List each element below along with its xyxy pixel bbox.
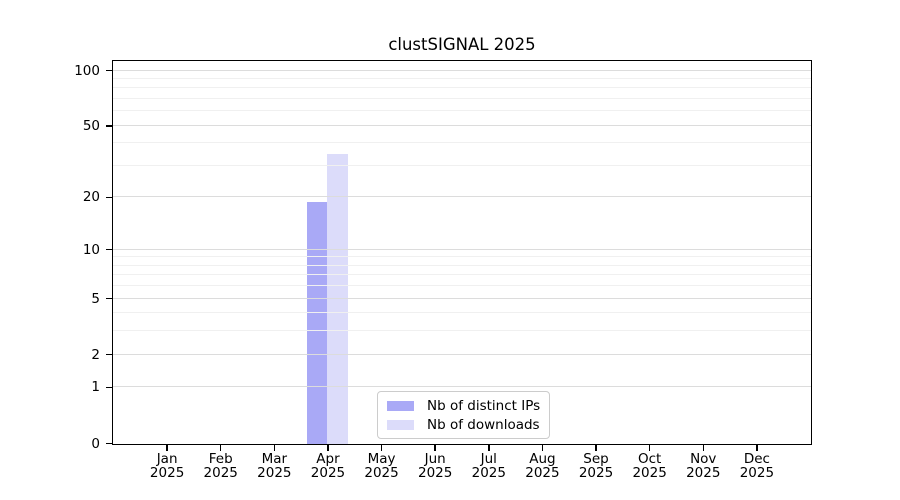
gridline-minor [113, 256, 811, 258]
y-tick-mark [105, 386, 113, 389]
x-tick-month: Apr [316, 451, 340, 467]
gridline-major [113, 248, 811, 250]
x-tick-year: 2025 [471, 465, 506, 481]
chart-title: clustSIGNAL 2025 [388, 35, 536, 54]
gridline-minor [113, 110, 811, 112]
x-tick-month: Nov [690, 451, 717, 467]
y-tick-mark [105, 353, 113, 356]
x-tick-year: 2025 [418, 465, 453, 481]
x-tick-month: Aug [529, 451, 556, 467]
x-tick-label: Oct 2025 [622, 452, 678, 480]
legend-swatch-downloads [387, 419, 414, 430]
gridline-major [113, 69, 811, 71]
gridline-minor [113, 77, 811, 79]
y-tick-mark [105, 69, 113, 72]
x-tick-year: 2025 [364, 465, 399, 481]
gridline-major [113, 386, 811, 388]
gridline-minor [113, 312, 811, 314]
x-tick-month: Feb [208, 451, 233, 467]
x-tick-year: 2025 [525, 465, 560, 481]
legend: Nb of distinct IPs Nb of downloads [377, 391, 551, 439]
x-tick-month: Dec [743, 451, 770, 467]
y-tick-mark [105, 196, 113, 199]
x-tick-mark [648, 445, 651, 451]
x-tick-month: Jul [480, 451, 497, 467]
legend-label-distinct-ips: Nb of distinct IPs [427, 397, 541, 414]
x-tick-label: Apr 2025 [300, 452, 356, 480]
x-tick-label: Jan 2025 [139, 452, 195, 480]
y-tick-mark [105, 442, 113, 445]
x-tick-mark [327, 445, 329, 451]
y-tick-mark [105, 248, 113, 251]
gridline-minor [113, 142, 811, 144]
x-tick-month: Jun [424, 451, 446, 467]
gridline-major [113, 124, 811, 126]
bar-downloads [327, 154, 348, 444]
x-tick-year: 2025 [203, 465, 238, 481]
y-tick-mark [105, 297, 113, 300]
bar-distinct-ips [306, 201, 328, 444]
x-tick-mark [702, 445, 705, 451]
x-tick-month: Oct [637, 451, 662, 467]
gridline-major [113, 196, 811, 198]
x-tick-month: May [367, 451, 396, 467]
x-tick-label: Sep 2025 [568, 452, 624, 480]
y-tick-label: 10 [82, 241, 100, 258]
x-tick-label: Jul 2025 [461, 452, 517, 480]
gridline-minor [113, 264, 811, 266]
x-tick-mark [541, 445, 544, 451]
x-tick-year: 2025 [686, 465, 721, 481]
x-tick-month: Jan [156, 451, 178, 467]
gridline-minor [113, 98, 811, 100]
x-tick-year: 2025 [149, 465, 185, 481]
gridline-minor [113, 87, 811, 89]
x-tick-mark [219, 445, 222, 451]
gridline-minor [113, 330, 811, 332]
y-tick-label: 1 [91, 379, 100, 396]
x-tick-year: 2025 [257, 465, 292, 481]
x-tick-label: Aug 2025 [514, 452, 570, 480]
legend-entry-downloads: Nb of downloads [387, 415, 540, 434]
x-tick-year: 2025 [632, 465, 667, 481]
y-tick-label: 2 [91, 346, 100, 363]
x-tick-label: Mar 2025 [246, 452, 302, 480]
x-tick-label: Dec 2025 [729, 452, 785, 480]
x-tick-year: 2025 [578, 465, 614, 481]
y-tick-label: 5 [91, 290, 100, 307]
grid-layer [113, 61, 811, 444]
y-tick-label: 0 [91, 435, 100, 452]
bars-layer [113, 61, 811, 444]
x-tick-mark [273, 445, 276, 451]
x-tick-month: Mar [261, 451, 288, 467]
x-tick-mark [756, 445, 758, 451]
x-tick-year: 2025 [310, 465, 346, 481]
x-tick-label: Nov 2025 [675, 452, 731, 480]
x-tick-label: Feb 2025 [193, 452, 249, 480]
y-tick-label: 50 [82, 117, 100, 134]
gridline-minor [113, 285, 811, 287]
y-tick-label: 20 [82, 189, 100, 206]
gridline-minor [113, 274, 811, 276]
legend-swatch-distinct-ips [387, 400, 414, 411]
x-tick-label: May 2025 [354, 452, 410, 480]
x-tick-mark [380, 445, 383, 451]
gridline-major [113, 353, 811, 355]
gridline-major [113, 297, 811, 299]
x-tick-year: 2025 [739, 465, 775, 481]
legend-entry-distinct-ips: Nb of distinct IPs [387, 396, 540, 415]
x-tick-mark [166, 445, 168, 451]
x-tick-mark [595, 445, 597, 451]
gridline-minor [113, 165, 811, 166]
x-tick-mark [488, 445, 490, 451]
x-tick-mark [434, 445, 436, 451]
y-tick-mark [105, 125, 113, 127]
legend-label-downloads: Nb of downloads [427, 416, 540, 433]
y-tick-label: 100 [74, 62, 100, 79]
plot-area: Nb of distinct IPs Nb of downloads [112, 60, 812, 445]
x-tick-month: Sep [583, 451, 609, 467]
x-tick-label: Jun 2025 [407, 452, 463, 480]
